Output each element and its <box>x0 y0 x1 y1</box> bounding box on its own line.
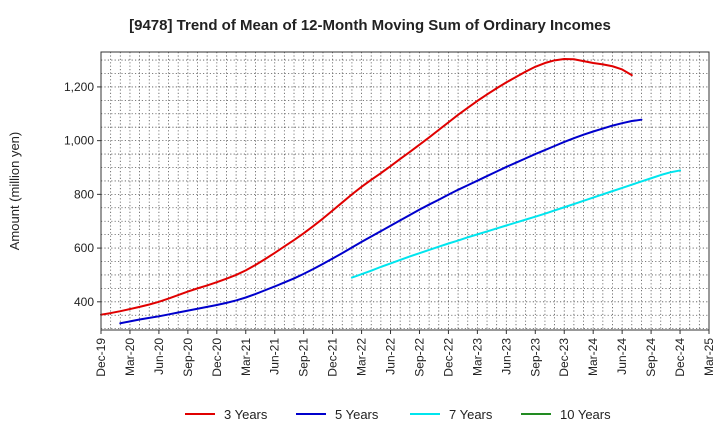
plot-background <box>101 52 709 330</box>
plot-frame <box>100 51 710 331</box>
x-tick-label: Mar-21 <box>239 338 253 376</box>
x-tick-label: Dec-19 <box>94 338 108 377</box>
x-tick-label: Jun-21 <box>268 338 282 375</box>
x-tick-label: Jun-24 <box>615 338 629 375</box>
legend-label: 10 Years <box>560 407 611 422</box>
x-tick-label: Sep-20 <box>181 338 195 377</box>
x-tick-label: Dec-20 <box>210 338 224 377</box>
x-tick-label: Sep-24 <box>644 338 658 377</box>
legend: 3 Years 5 Years 7 Years 10 Years <box>185 407 611 422</box>
plot-border <box>100 51 710 331</box>
x-tick-label: Mar-24 <box>586 338 600 376</box>
legend-label: 5 Years <box>335 407 379 422</box>
x-tick-label: Jun-23 <box>499 338 513 375</box>
x-tick-label: Sep-21 <box>297 338 311 377</box>
plot-area <box>101 52 709 330</box>
legend-label: 7 Years <box>449 407 493 422</box>
y-axis-ticks: 400 600 800 1,000 1,200 <box>64 80 101 309</box>
y-tick-label: 400 <box>74 295 94 309</box>
series-line-7-years <box>350 169 682 279</box>
x-tick-label: Dec-22 <box>441 338 455 377</box>
x-tick-label: Dec-24 <box>673 338 687 377</box>
x-tick-label: Sep-23 <box>528 338 542 377</box>
legend-label: 3 Years <box>224 407 268 422</box>
series-line-3-years <box>100 57 633 316</box>
y-tick-label: 1,200 <box>64 80 94 94</box>
x-tick-label: Mar-23 <box>470 338 484 376</box>
series-line-5-years <box>119 118 643 325</box>
x-tick-label: Dec-21 <box>326 338 340 377</box>
x-tick-label: Mar-22 <box>355 338 369 376</box>
x-axis-ticks: Dec-19 Mar-20 Jun-20 Sep-20 Dec-20 Mar-21 Jun-… <box>94 330 716 377</box>
x-tick-label: Sep-22 <box>412 338 426 377</box>
x-tick-label: Jun-20 <box>152 338 166 375</box>
y-axis-label: Amount (million yen) <box>7 132 22 251</box>
x-tick-label: Mar-25 <box>702 338 716 376</box>
x-tick-label: Mar-20 <box>123 338 137 376</box>
series-lines <box>100 57 682 325</box>
x-tick-label: Jun-22 <box>384 338 398 375</box>
y-tick-label: 1,000 <box>64 134 94 148</box>
x-tick-label: Dec-23 <box>557 338 571 377</box>
chart-title: [9478] Trend of Mean of 12-Month Moving … <box>129 17 611 34</box>
y-tick-label: 800 <box>74 187 94 201</box>
y-tick-label: 600 <box>74 241 94 255</box>
